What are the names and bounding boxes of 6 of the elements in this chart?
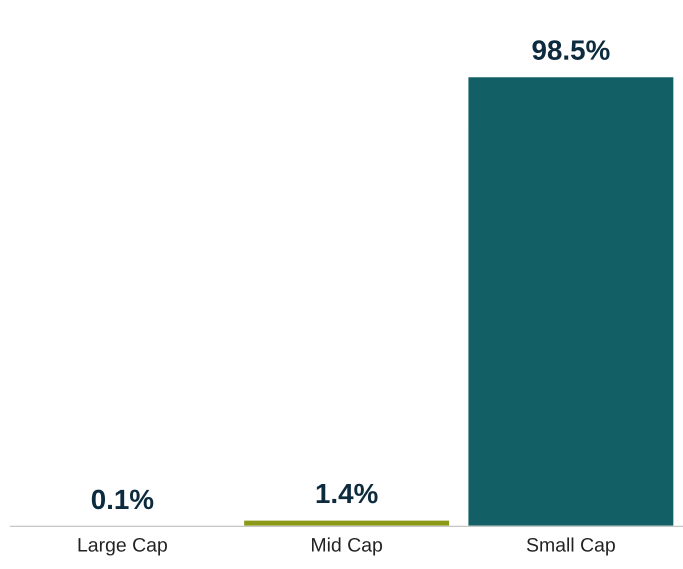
data-label: 0.1%: [92, 490, 154, 510]
x-tick-label: Large Cap: [78, 538, 167, 556]
x-tick-label: Small Cap: [526, 537, 615, 556]
x-tick-label: Mid Cap: [312, 537, 382, 556]
data-label: 98.5%: [532, 40, 610, 60]
data-label: 1.4%: [316, 484, 378, 504]
